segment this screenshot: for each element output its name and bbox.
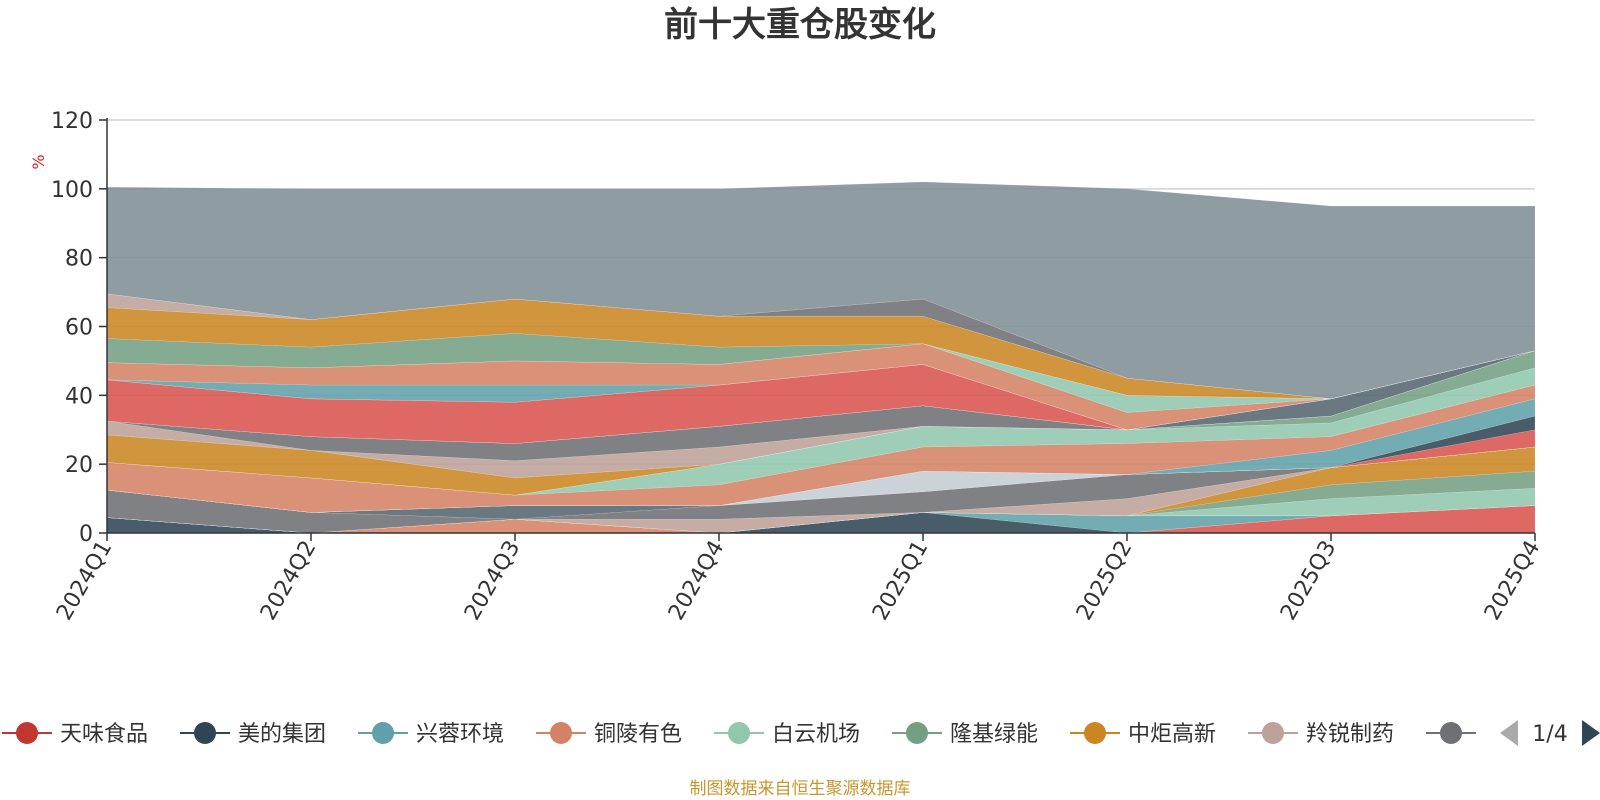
- y-tick-label: 20: [65, 453, 93, 478]
- legend-label: 隆基绿能: [950, 722, 1038, 747]
- legend-prev-icon[interactable]: [1500, 720, 1518, 746]
- legend-marker-icon: [194, 722, 216, 744]
- x-tick-label: 2025Q2: [1072, 537, 1137, 625]
- y-tick-label: 0: [79, 522, 93, 547]
- x-tick-label: 2024Q2: [256, 537, 321, 625]
- x-tick-label: 2025Q1: [868, 537, 933, 625]
- legend-marker-icon: [728, 722, 750, 744]
- area-series: [106, 384, 1536, 513]
- legend-marker-icon: [550, 722, 572, 744]
- x-tick-label: 2024Q3: [460, 537, 525, 625]
- legend-marker-icon: [1440, 722, 1462, 744]
- legend-marker-icon: [372, 722, 394, 744]
- x-tick-label: 2025Q3: [1276, 537, 1341, 625]
- y-tick-label: 120: [51, 109, 93, 134]
- x-tick-label: 2025Q4: [1480, 537, 1545, 625]
- legend-marker-icon: [1262, 722, 1284, 744]
- legend-item[interactable]: 海: [1426, 722, 1506, 747]
- y-tick-label: 100: [51, 178, 93, 203]
- legend-label: 中炬高新: [1128, 722, 1216, 747]
- legend-label: 兴蓉环境: [416, 722, 504, 747]
- legend-item[interactable]: 铜陵有色: [536, 722, 682, 747]
- legend-item[interactable]: 羚锐制药: [1248, 722, 1394, 747]
- legend-marker-icon: [16, 722, 38, 744]
- legend-label: 铜陵有色: [594, 722, 682, 747]
- y-tick-label: 80: [65, 247, 93, 272]
- x-tick-label: 2024Q4: [664, 537, 729, 625]
- y-tick-label: 40: [65, 384, 93, 409]
- legend-item[interactable]: 兴蓉环境: [358, 722, 504, 747]
- x-tick-label: 2024Q1: [52, 537, 117, 625]
- legend-next-icon[interactable]: [1582, 720, 1600, 746]
- legend-page-indicator: 1/4: [1532, 722, 1567, 747]
- y-tick-label: 60: [65, 316, 93, 341]
- legend-item[interactable]: 隆基绿能: [892, 722, 1038, 747]
- area-series: [106, 181, 1536, 400]
- legend-label: 美的集团: [238, 722, 326, 747]
- chart-title: 前十大重仓股变化: [664, 5, 936, 45]
- legend-item[interactable]: 白云机场: [714, 722, 860, 747]
- y-axis-unit: %: [29, 154, 48, 169]
- data-source-note: 制图数据来自恒生聚源数据库: [690, 779, 911, 799]
- legend-item[interactable]: 美的集团: [180, 722, 326, 747]
- legend-item[interactable]: 中炬高新: [1070, 722, 1216, 747]
- legend-label: 天味食品: [60, 722, 148, 747]
- legend-marker-icon: [906, 722, 928, 744]
- legend-item[interactable]: 天味食品: [2, 722, 148, 747]
- stacked-areas: [106, 181, 1536, 534]
- legend[interactable]: 天味食品 美的集团 兴蓉环境 铜陵有色 白云机场 隆基绿能 中炬高新 羚锐制药 海: [2, 722, 1506, 747]
- legend-label: 羚锐制药: [1306, 722, 1394, 747]
- legend-label: 白云机场: [772, 722, 860, 747]
- legend-marker-icon: [1084, 722, 1106, 744]
